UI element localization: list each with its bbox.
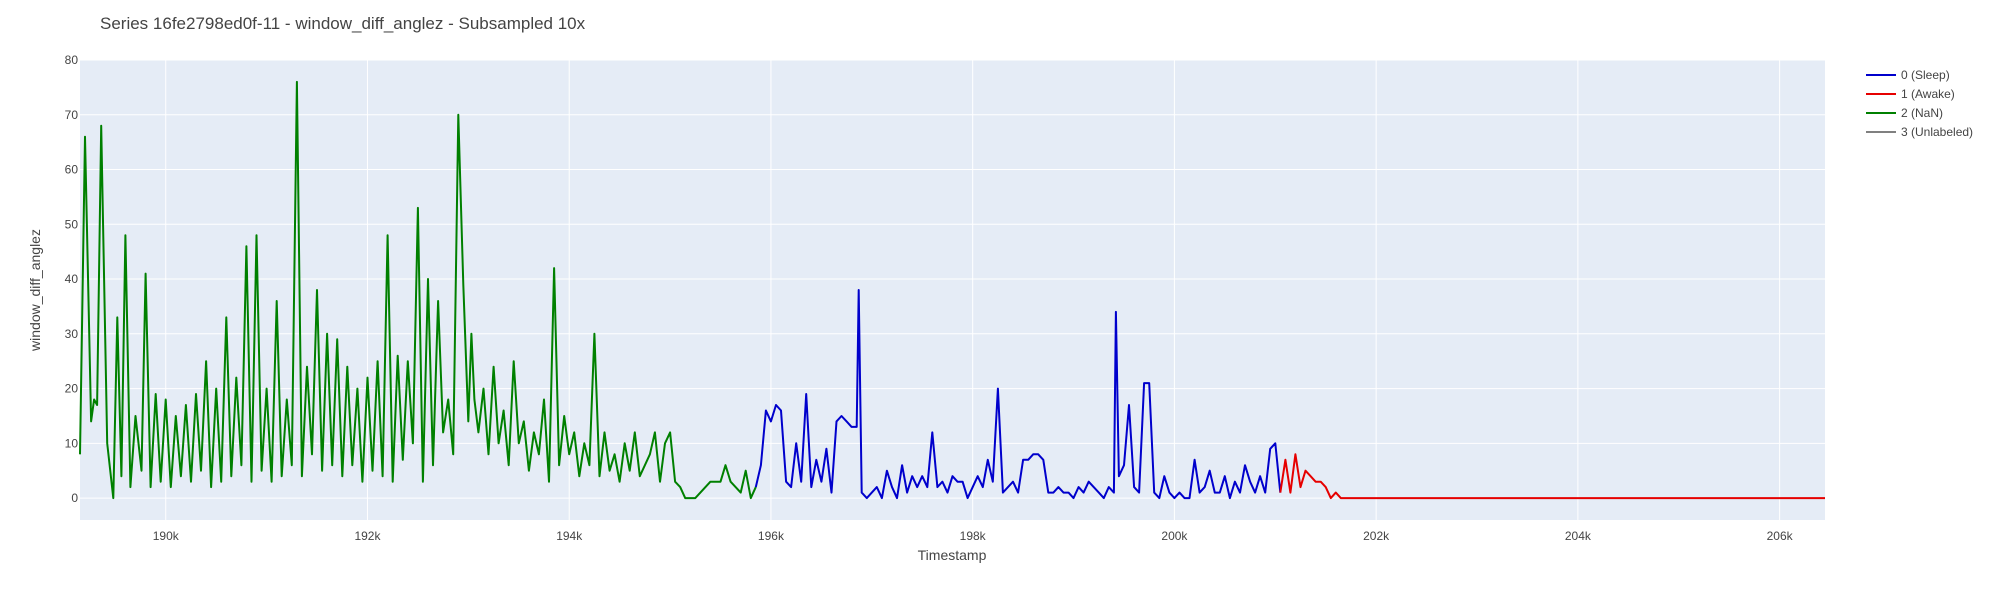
series-lines xyxy=(79,80,1825,500)
y-tick-labels: 0 10 20 30 40 50 60 70 80 xyxy=(65,53,79,505)
legend-label: 1 (Awake) xyxy=(1901,87,1955,101)
y-tick-label: 0 xyxy=(71,491,78,505)
series-line-1 xyxy=(754,289,1282,500)
y-tick-label: 80 xyxy=(65,53,79,67)
x-tick-labels: 190k 192k 194k 196k 198k 200k 202k 204k 206k xyxy=(153,529,1794,543)
legend-label: 0 (Sleep) xyxy=(1901,68,1950,82)
legend-label: 3 (Unlabeled) xyxy=(1901,125,1973,139)
chart-title: Series 16fe2798ed0f-11 - window_diff_ang… xyxy=(100,14,586,33)
y-tick-label: 10 xyxy=(65,436,79,450)
x-tick-label: 200k xyxy=(1161,529,1188,543)
y-tick-label: 50 xyxy=(65,217,79,231)
x-tick-label: 196k xyxy=(758,529,785,543)
y-tick-label: 30 xyxy=(65,327,79,341)
series-line-0 xyxy=(79,80,757,500)
x-tick-label: 190k xyxy=(153,529,180,543)
y-tick-label: 40 xyxy=(65,272,79,286)
x-tick-label: 194k xyxy=(556,529,583,543)
legend-item[interactable]: 1 (Awake) xyxy=(1866,87,1955,101)
legend-label: 2 (NaN) xyxy=(1901,106,1943,120)
legend[interactable]: 0 (Sleep) 1 (Awake) 2 (NaN) 3 (Unlabeled) xyxy=(1866,68,1973,139)
x-axis-title: Timestamp xyxy=(918,547,987,563)
y-tick-label: 20 xyxy=(65,382,79,396)
y-tick-label: 70 xyxy=(65,108,79,122)
legend-item[interactable]: 3 (Unlabeled) xyxy=(1866,125,1973,139)
x-tick-label: 202k xyxy=(1363,529,1390,543)
x-tick-label: 192k xyxy=(354,529,381,543)
series-line-2 xyxy=(1279,453,1825,500)
x-tick-label: 198k xyxy=(960,529,987,543)
y-axis-title: window_diff_anglez xyxy=(27,229,43,352)
legend-item[interactable]: 2 (NaN) xyxy=(1866,106,1943,120)
x-tick-label: 204k xyxy=(1565,529,1592,543)
x-tick-label: 206k xyxy=(1767,529,1794,543)
y-tick-label: 60 xyxy=(65,163,79,177)
legend-item[interactable]: 0 (Sleep) xyxy=(1866,68,1950,82)
